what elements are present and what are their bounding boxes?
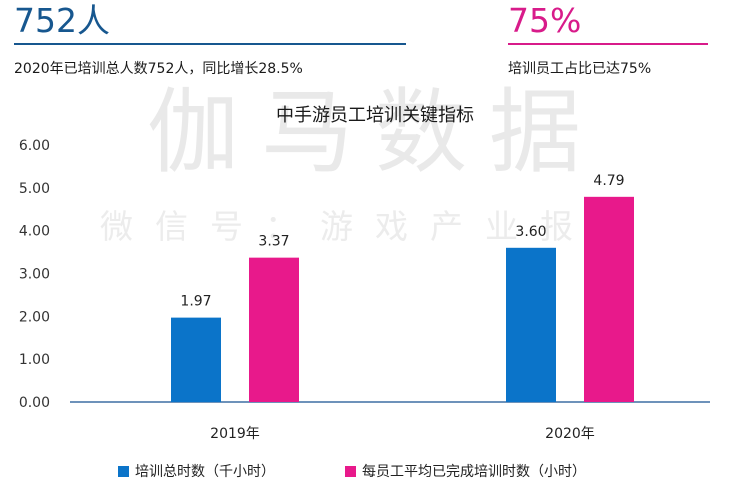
x-tick-label: 2020年 (545, 426, 595, 442)
y-axis: 0.00 1.00 2.00 3.00 4.00 5.00 6.00 (19, 138, 50, 411)
stat-trained-ratio-description: 培训员工占比已达75% (508, 61, 652, 77)
bar-data-label: 3.60 (515, 224, 546, 240)
legend-swatch-total-hours (118, 465, 129, 477)
y-tick-label: 2.00 (19, 309, 50, 325)
y-tick-label: 3.00 (19, 267, 50, 283)
bar-data-label: 1.97 (180, 294, 211, 310)
legend-swatch-avg-hours (345, 465, 356, 477)
legend-label-total-hours: 培训总时数（千小时） (135, 464, 275, 480)
chart-legend: 培训总时数（千小时） 每员工平均已完成培训时数（小时） (118, 460, 656, 482)
stat-trained-count-description: 2020年已培训总人数752人，同比增长28.5% (14, 61, 303, 77)
y-tick-label: 1.00 (19, 352, 50, 368)
y-tick-label: 0.00 (19, 395, 50, 411)
stat-trained-ratio-value: 75% (508, 1, 582, 40)
y-tick-label: 6.00 (19, 138, 50, 154)
bar (171, 317, 221, 402)
bar-data-label: 3.37 (258, 234, 289, 250)
stat-trained-ratio-rule (508, 43, 708, 45)
y-tick-label: 4.00 (19, 224, 50, 240)
bar (249, 257, 299, 402)
chart-title: 中手游员工培训关键指标 (276, 105, 474, 126)
stat-trained-count-value: 752人 (14, 1, 110, 40)
stat-trained-count-rule (14, 43, 406, 45)
bar-data-labels: 1.97 3.37 3.60 4.79 (180, 173, 624, 310)
x-tick-label: 2019年 (210, 426, 260, 442)
y-tick-label: 5.00 (19, 181, 50, 197)
bar (584, 196, 634, 402)
legend-label-avg-hours: 每员工平均已完成培训时数（小时） (362, 464, 586, 480)
legend-item-avg-hours: 每员工平均已完成培训时数（小时） (345, 461, 586, 481)
bar (506, 247, 556, 402)
bar-data-label: 4.79 (593, 173, 624, 189)
x-axis-labels: 2019年 2020年 (210, 426, 595, 442)
legend-item-total-hours: 培训总时数（千小时） (118, 461, 275, 481)
bar-chart: 中手游员工培训关键指标 0.00 1.00 2.00 3.00 4.00 5.00 6.00… (19, 105, 710, 442)
bar-series (171, 196, 634, 402)
